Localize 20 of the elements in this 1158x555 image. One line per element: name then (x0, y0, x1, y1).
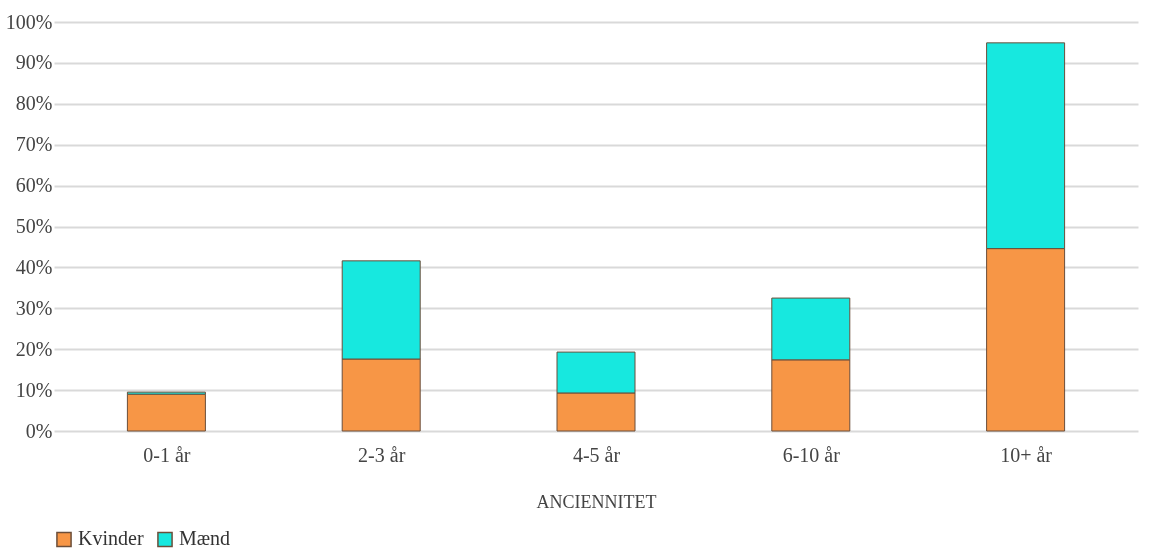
bar (126, 393, 206, 432)
y-tick-label: 50% (15, 215, 53, 237)
x-tick-label: 4-5 år (572, 443, 621, 466)
x-axis-title: ANCIENNITET (536, 491, 657, 512)
y-tick-label: 0% (25, 419, 53, 442)
x-tick-label: 0-1 år (143, 443, 191, 466)
y-tick-label: 100% (5, 10, 53, 33)
x-tick-label: 10+ år (1000, 443, 1053, 466)
y-tick-label: 20% (15, 337, 53, 360)
legend-label: Mænd (179, 527, 231, 550)
x-tick-label: 6-10 år (782, 443, 841, 466)
y-tick-label: 30% (15, 296, 53, 319)
y-tick-label: 10% (15, 378, 53, 401)
y-tick-label: 80% (15, 92, 53, 115)
y-tick-label: 70% (15, 133, 53, 156)
y-tick-label: 90% (15, 51, 53, 74)
y-tick-label: 40% (15, 255, 53, 278)
x-tick-label: 2-3 år (358, 443, 406, 466)
legend-label: Kvinder (78, 527, 144, 550)
y-tick-label: 60% (15, 174, 53, 197)
